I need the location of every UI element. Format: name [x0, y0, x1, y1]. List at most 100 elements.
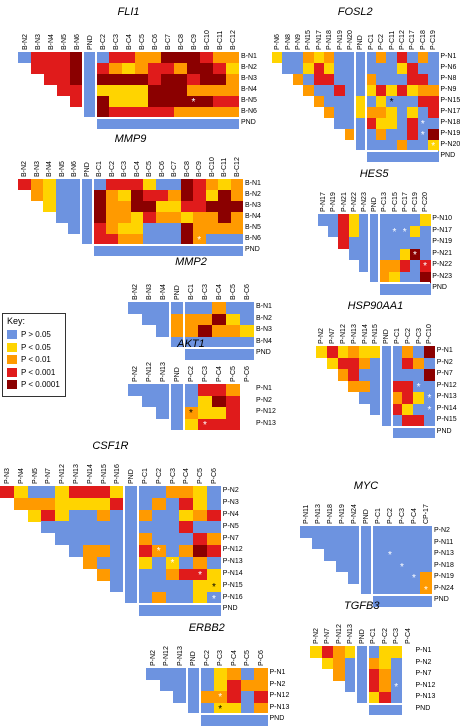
- heatmap-cell: [384, 583, 397, 596]
- heatmap-cell: [41, 521, 56, 534]
- key-label: P < 0.01: [21, 355, 51, 364]
- heatmap-cell: [109, 52, 123, 64]
- heatmap-cell: [105, 212, 119, 224]
- row-label: P-N12: [256, 408, 276, 416]
- heatmap-cell: [161, 52, 175, 64]
- heatmap-cell: [312, 526, 325, 538]
- heatmap-cell: [379, 283, 390, 295]
- heatmap-cell: [365, 74, 377, 86]
- column-label: B-C11: [216, 30, 224, 50]
- column-label: P-C2: [203, 650, 211, 666]
- heatmap-cell: [372, 583, 385, 596]
- heatmap-cell: [356, 680, 368, 693]
- heatmap-cell: [179, 486, 194, 499]
- column-label: P-N12: [59, 464, 67, 484]
- heatmap-cell: [69, 521, 84, 534]
- heatmap-cell: [376, 129, 387, 141]
- heatmap-cell: [408, 526, 421, 538]
- column-label: P-N7: [324, 628, 332, 644]
- heatmap-cell: [372, 526, 385, 538]
- column-label: P-C15: [391, 192, 399, 212]
- heatmap-cell: [161, 96, 175, 108]
- heatmap-cell: [227, 702, 241, 715]
- heatmap-cell: [313, 52, 325, 64]
- heatmap-cell: [96, 118, 110, 130]
- heatmap-cell: [417, 63, 429, 75]
- heatmap-cell: [292, 74, 304, 86]
- heatmap-cell: [184, 407, 199, 419]
- heatmap-cell: [155, 223, 169, 235]
- heatmap-cell: [200, 691, 214, 703]
- heatmap-cell: [198, 384, 213, 396]
- column-label: B-C4: [125, 34, 133, 50]
- row-label: B-N4: [245, 213, 261, 220]
- heatmap-cell: [55, 190, 69, 202]
- heatmap-cell: [207, 580, 222, 593]
- heatmap-cell: [96, 107, 110, 119]
- heatmap-cell: [138, 533, 153, 546]
- heatmap-cell: [230, 179, 244, 191]
- heatmap-cell: [384, 572, 397, 584]
- heatmap-cell: [30, 190, 44, 202]
- heatmap-cell: [193, 521, 208, 534]
- heatmap-cell: [213, 702, 228, 715]
- pnd-row-separator: [272, 150, 439, 152]
- heatmap-cell: [130, 190, 144, 202]
- heatmap-cell: [391, 426, 403, 439]
- heatmap-cell: [55, 201, 69, 213]
- heatmap-cell: [226, 63, 240, 75]
- column-label: P-C12: [399, 30, 406, 50]
- column-label: P-N18: [326, 30, 334, 50]
- column-label: P-C2: [378, 34, 386, 50]
- heatmap-cell: [348, 346, 360, 358]
- heatmap-cell: [82, 486, 97, 499]
- column-label: P-C3: [217, 650, 225, 666]
- heatmap-cell: [372, 537, 385, 550]
- heatmap-cell: [186, 679, 201, 692]
- heatmap-cell: [55, 521, 70, 534]
- panel-title: MMP2: [175, 256, 207, 268]
- heatmap-cell: [380, 380, 392, 393]
- heatmap-cell: [428, 74, 439, 86]
- heatmap-cell: [227, 714, 241, 726]
- heatmap-cell: [389, 248, 400, 261]
- significance-star: *: [420, 130, 425, 141]
- heatmap-cell: [138, 592, 153, 605]
- heatmap-cell: [193, 245, 206, 257]
- column-label: PND: [363, 509, 370, 524]
- heatmap-cell: [360, 583, 373, 596]
- heatmap-cell: [142, 395, 157, 408]
- heatmap-cell: [348, 549, 361, 561]
- heatmap-cell: [130, 234, 144, 246]
- heatmap-cell: [168, 179, 181, 191]
- heatmap-cell: [184, 384, 199, 396]
- heatmap-cell: [205, 201, 219, 213]
- column-label: P-N12: [146, 362, 153, 382]
- heatmap-cell: [155, 212, 169, 224]
- heatmap-cell: [407, 52, 418, 64]
- heatmap-cell: [240, 679, 255, 692]
- heatmap-cell: [344, 96, 356, 108]
- heatmap-cell: [213, 74, 227, 86]
- heatmap-cell: [367, 657, 380, 670]
- heatmap-cell: [109, 85, 123, 97]
- heatmap-cell: [254, 691, 268, 703]
- heatmap-cell: [376, 151, 387, 163]
- heatmap-cell: [173, 679, 187, 692]
- row-label: P-N15: [440, 97, 461, 104]
- heatmap-cell: [348, 248, 360, 261]
- column-label: P-N2: [312, 628, 320, 644]
- heatmap-cell: [399, 237, 411, 249]
- heatmap-cell: [200, 85, 214, 97]
- heatmap-cell: [358, 248, 370, 261]
- heatmap-cell: [420, 583, 433, 596]
- heatmap-cell: [420, 271, 431, 284]
- heatmap-cell: [96, 521, 111, 534]
- heatmap-cell: [143, 179, 156, 191]
- heatmap-cell: [417, 140, 429, 152]
- heatmap-cell: [384, 537, 397, 550]
- heatmap-cell: [57, 52, 71, 64]
- column-label: P-N9: [295, 34, 302, 50]
- heatmap-cell: [402, 346, 414, 358]
